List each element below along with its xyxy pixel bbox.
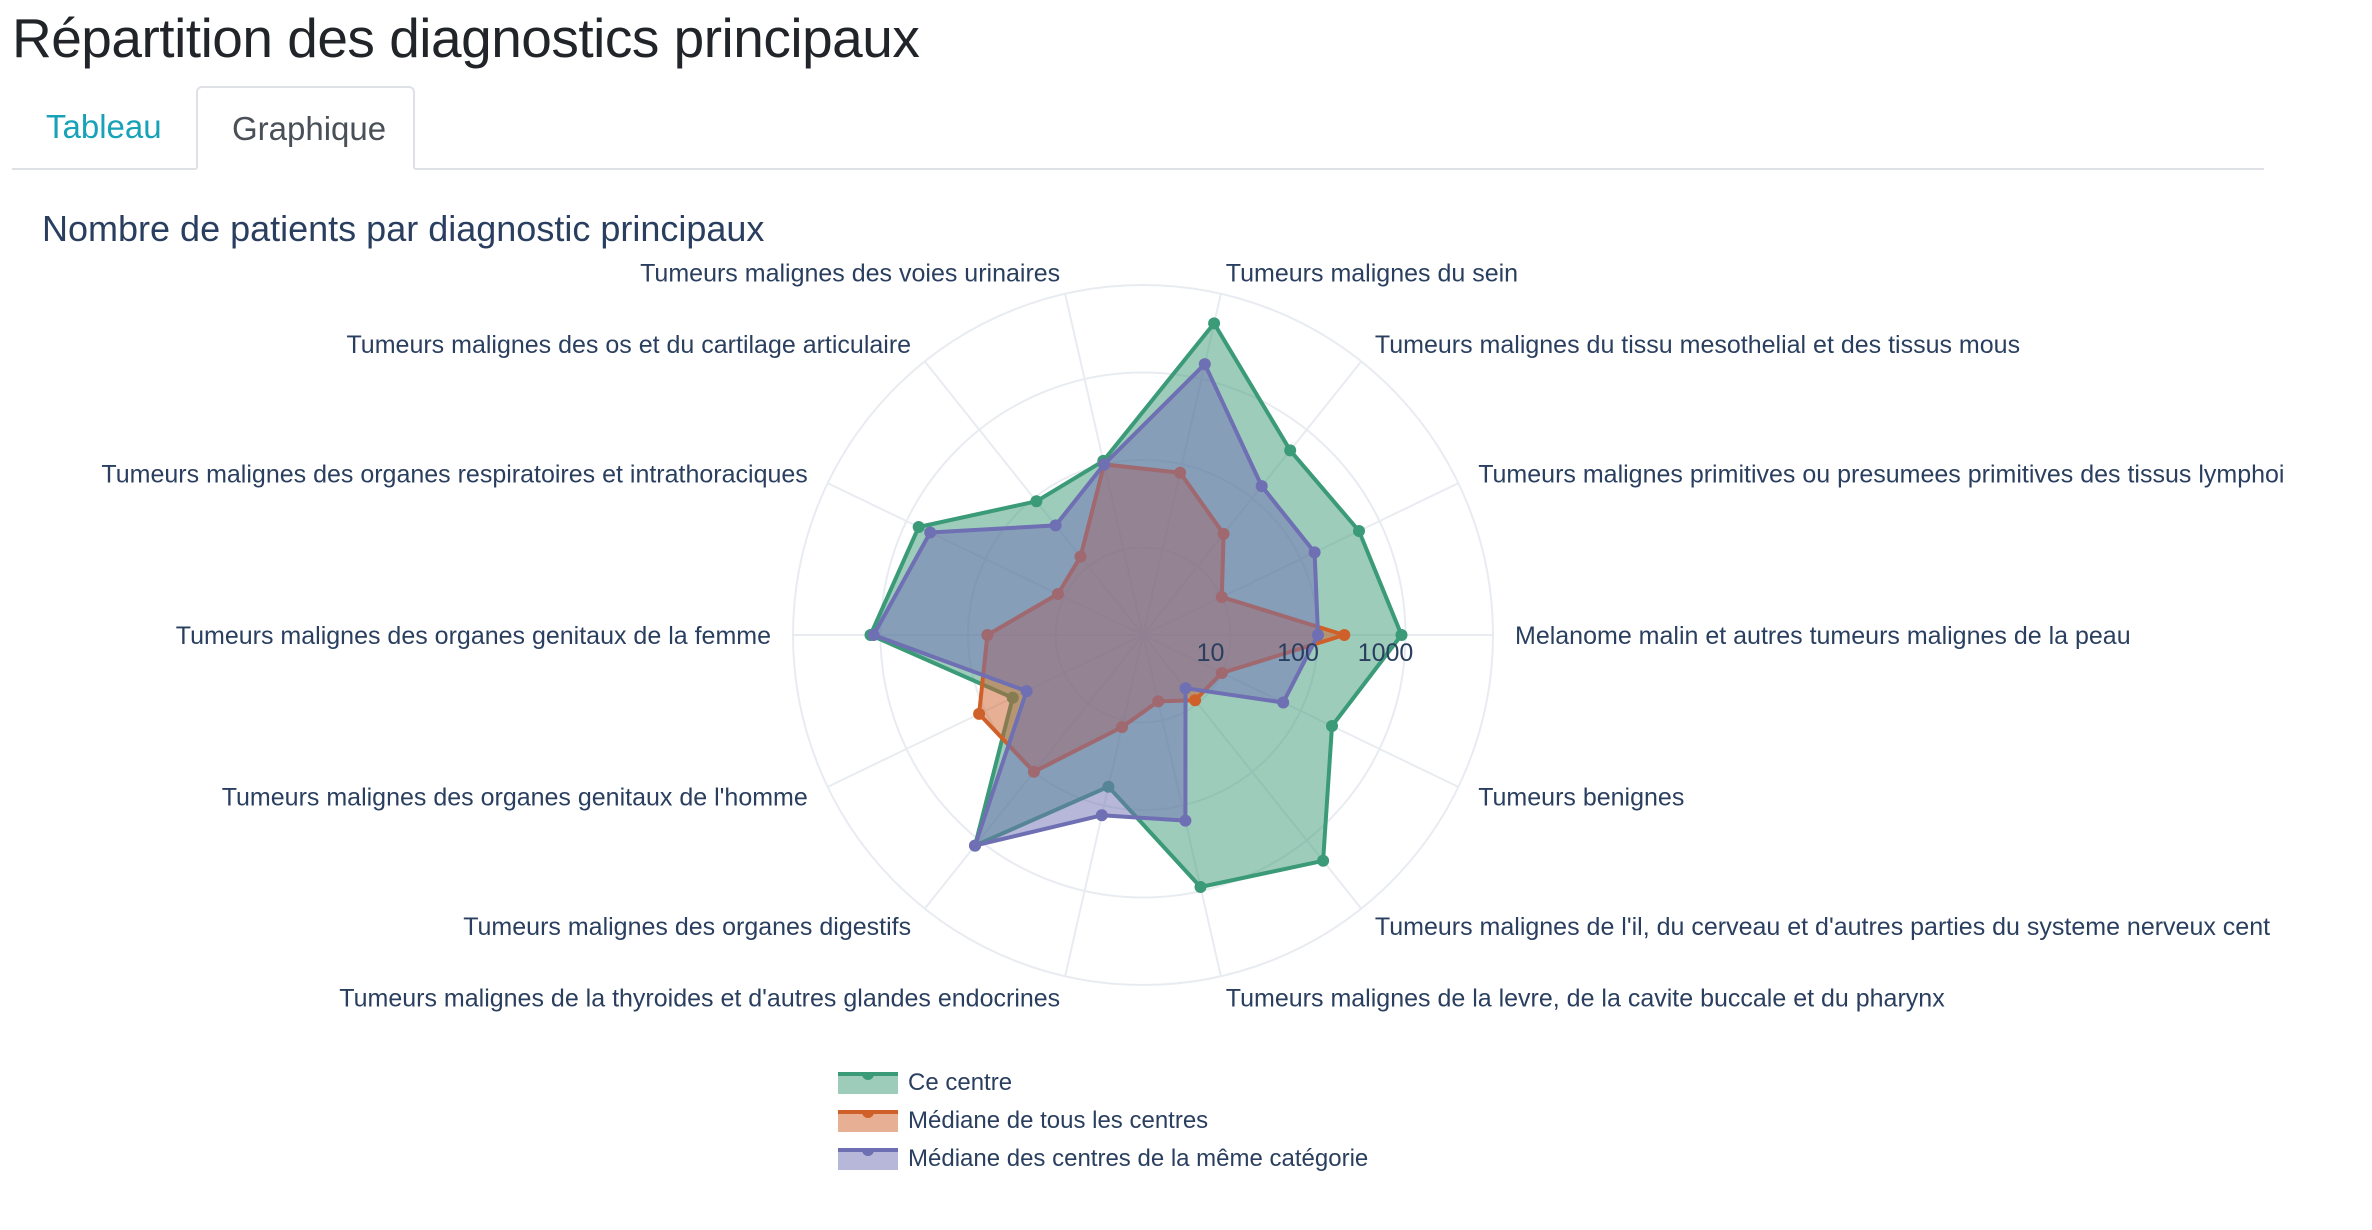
series-point-2 <box>1308 546 1321 559</box>
legend-item-ce-centre[interactable]: Ce centre <box>838 1066 1398 1104</box>
series-point-2 <box>1198 358 1211 371</box>
category-label: Tumeurs benignes <box>1478 783 1684 811</box>
legend-item-mediane-tous[interactable]: Médiane de tous les centres <box>838 1104 1398 1142</box>
category-label: Tumeurs malignes des os et du cartilage … <box>346 331 911 359</box>
category-label: Tumeurs malignes de la thyroides et d'au… <box>339 985 1060 1013</box>
category-label: Melanome malin et autres tumeurs maligne… <box>1515 622 2131 650</box>
series-point-0 <box>1030 495 1043 508</box>
series-point-1 <box>1189 694 1202 707</box>
series-point-2 <box>924 526 937 539</box>
swatch-marker <box>862 1072 874 1080</box>
series-point-0 <box>1208 317 1221 330</box>
series-point-2 <box>867 629 880 641</box>
legend-label: Ce centre <box>908 1069 1013 1096</box>
series-point-2 <box>1312 629 1324 641</box>
series-point-2 <box>1255 480 1268 493</box>
series-point-0 <box>912 521 925 533</box>
series-point-2 <box>969 839 981 852</box>
series-point-0 <box>1326 720 1338 732</box>
category-label: Tumeurs malignes des organes digestifs <box>463 913 911 941</box>
swatch-fill <box>838 1074 898 1094</box>
series-point-2 <box>1277 696 1290 709</box>
category-label: Tumeurs malignes des organes respiratoir… <box>101 461 807 489</box>
swatch-marker <box>862 1110 874 1118</box>
radar-chart: 10 100 1000 Melanome malin et autres tumeur… <box>101 259 2284 1013</box>
legend-label: Médiane des centres de la même catégorie <box>908 1145 1369 1172</box>
swatch-fill <box>838 1112 898 1132</box>
radial-tick-label: 100 <box>1277 639 1319 667</box>
series-point-1 <box>1338 629 1351 641</box>
category-label: Tumeurs malignes de l'il, du cerveau et … <box>1375 913 2270 941</box>
tab-tableau[interactable]: Tableau <box>46 108 162 145</box>
series-point-0 <box>1395 629 1408 641</box>
series-point-0 <box>1317 854 1330 867</box>
radial-tick-label: 1000 <box>1358 639 1414 667</box>
series-point-1 <box>973 707 986 720</box>
chart-title: Nombre de patients par diagnostic princi… <box>42 208 765 249</box>
tab-bar: Tableau Graphique <box>12 86 2264 170</box>
category-label: Tumeurs malignes du sein <box>1226 259 1518 287</box>
page-title: Répartition des diagnostics principaux <box>12 7 920 69</box>
radial-tick-label: 10 <box>1197 639 1225 667</box>
category-label: Tumeurs malignes du tissu mesothelial et… <box>1375 331 2020 359</box>
legend-swatch-icon <box>838 1072 898 1094</box>
category-label: Tumeurs malignes des organes genitaux de… <box>176 622 771 650</box>
series-point-2 <box>1049 519 1062 532</box>
series-point-2 <box>1179 682 1192 695</box>
category-label: Tumeurs malignes des voies urinaires <box>640 259 1060 287</box>
series-point-2 <box>1020 685 1033 698</box>
category-label: Tumeurs malignes de la levre, de la cavi… <box>1226 985 1945 1013</box>
series-point-2 <box>1098 458 1111 471</box>
category-label: Tumeurs malignes des organes genitaux de… <box>222 783 808 811</box>
tab-graphique[interactable]: Graphique <box>196 86 415 170</box>
legend-label: Médiane de tous les centres <box>908 1107 1209 1134</box>
series-point-0 <box>1194 881 1207 893</box>
legend-item-mediane-categorie[interactable]: Médiane des centres de la même catégorie <box>838 1142 1398 1180</box>
legend-swatch-icon <box>838 1148 898 1170</box>
swatch-fill <box>838 1150 898 1170</box>
series-point-0 <box>1284 444 1297 457</box>
category-label: Tumeurs malignes primitives ou presumees… <box>1478 461 2284 489</box>
series-point-0 <box>1353 525 1365 537</box>
chart-legend: Ce centre Médiane de tous les centres Mé… <box>838 1066 1398 1180</box>
series-point-2 <box>1095 809 1108 822</box>
series-point-2 <box>1179 814 1192 827</box>
legend-swatch-icon <box>838 1110 898 1132</box>
swatch-marker <box>862 1148 874 1156</box>
